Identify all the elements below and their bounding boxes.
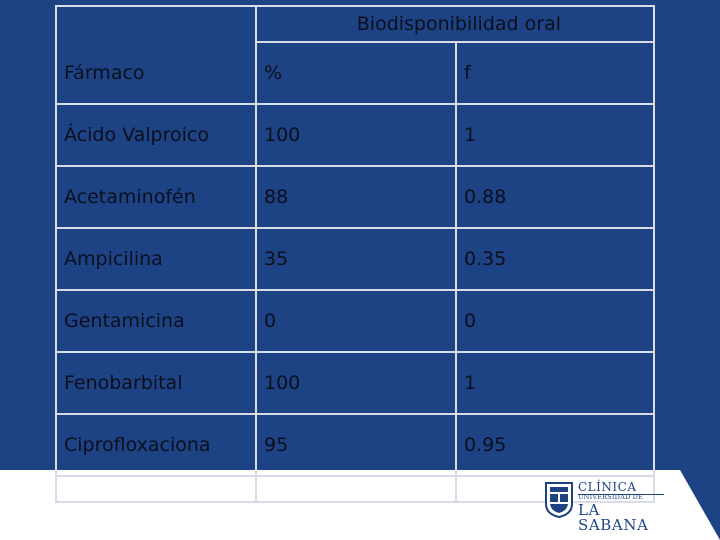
percent-cell: 88	[255, 165, 457, 229]
logo-divider	[578, 494, 664, 495]
column-header-drug: Fármaco	[55, 42, 257, 105]
percent-cell: 95	[255, 413, 457, 477]
f-cell: 0.88	[455, 165, 655, 229]
table-row: Ciprofloxaciona 95 0.95	[55, 413, 655, 477]
header-empty-cell	[55, 5, 257, 42]
table-row: Fenobarbital 100 1	[55, 351, 655, 415]
bioavailability-table: Biodisponibilidad oral Fármaco % f Ácido…	[55, 5, 655, 503]
logo-line-3: LA SABANA	[578, 500, 649, 534]
table-row: Acetaminofén 88 0.88	[55, 165, 655, 229]
column-header-percent: %	[255, 41, 457, 105]
percent-cell: 35	[255, 227, 457, 291]
f-cell: 0.35	[455, 227, 655, 291]
group-header-row: Biodisponibilidad oral	[55, 5, 655, 43]
f-cell: 1	[455, 103, 655, 167]
table-row: Gentamicina 0 0	[55, 289, 655, 353]
table-row: Ácido Valproico 100 1	[55, 103, 655, 167]
percent-cell: 100	[255, 351, 457, 415]
percent-cell: 0	[255, 289, 457, 353]
percent-cell: 100	[255, 103, 457, 167]
drug-cell: Acetaminofén	[55, 165, 257, 229]
group-header: Biodisponibilidad oral	[255, 5, 655, 43]
empty-cell	[255, 475, 457, 503]
clinica-logo: CLÍNICA UNIVERSIDAD DE LA SABANA	[545, 480, 670, 532]
f-cell: 1	[455, 351, 655, 415]
column-header-f: f	[455, 41, 655, 105]
logo-line-2: UNIVERSIDAD DE	[578, 493, 644, 501]
f-cell: 0.95	[455, 413, 655, 477]
drug-cell: Ciprofloxaciona	[55, 413, 257, 477]
f-cell: 0	[455, 289, 655, 353]
drug-cell: Ampicilina	[55, 227, 257, 291]
logo-text: CLÍNICA UNIVERSIDAD DE LA SABANA	[578, 481, 670, 533]
drug-cell: Gentamicina	[55, 289, 257, 353]
logo-line-1: CLÍNICA	[578, 480, 637, 494]
column-header-row: Fármaco % f	[55, 41, 655, 105]
drug-cell: Fenobarbital	[55, 351, 257, 415]
empty-cell	[55, 475, 257, 503]
shield-icon	[545, 482, 573, 518]
table-row: Ampicilina 35 0.35	[55, 227, 655, 291]
drug-cell: Ácido Valproico	[55, 103, 257, 167]
